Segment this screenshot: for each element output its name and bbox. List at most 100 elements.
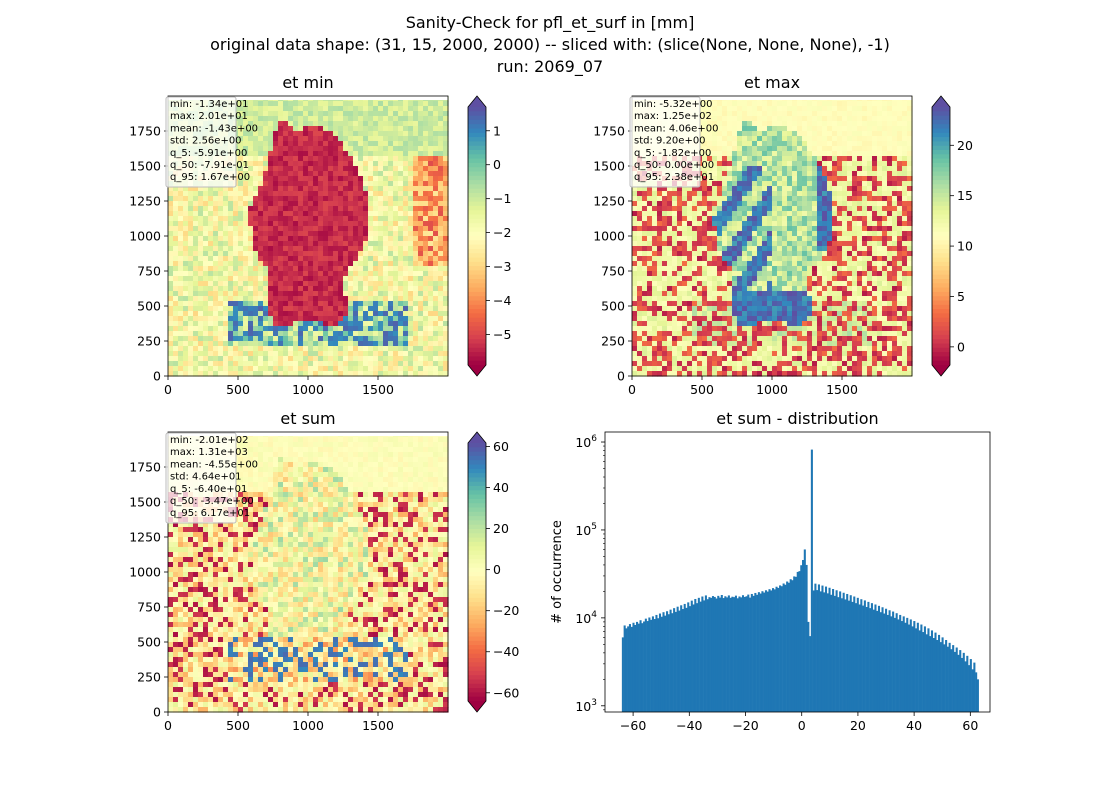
colorbar-segment [468,304,486,310]
histogram-bar [816,590,819,712]
x-tick-label: 40 [906,718,922,733]
histogram-bar [823,592,826,712]
colorbar-segment [932,300,950,306]
colorbar-tick-label: −5 [493,327,511,342]
histogram-bar [802,560,805,712]
colorbar-segment [468,554,486,560]
colorbar-segment [468,193,486,198]
histogram-bar [630,626,633,712]
histogram-bar [874,604,877,712]
histogram-bar [943,644,946,712]
histogram-bar [754,592,757,712]
colorbar-segment [468,231,486,237]
colorbar-segment [468,443,486,448]
colorbar-segment [468,167,486,173]
histogram-bar [945,640,948,712]
colorbar-segment [468,658,486,663]
colorbar-segment [468,602,486,607]
histogram-bar [749,597,752,712]
histogram-bar [733,597,736,712]
histogram-bar [902,616,905,712]
histogram-bar [706,599,709,712]
colorbar-segment [468,494,486,500]
histogram-bar [789,579,792,712]
histogram-bar [683,603,686,712]
histogram-bar [809,636,812,712]
colorbar-segment [468,218,486,224]
histogram-bar [662,612,665,712]
histogram-bar [918,630,921,712]
colorbar-segment [468,330,486,336]
histogram-bar [860,599,863,712]
histogram-bar [773,589,776,712]
histogram-bar [734,595,737,712]
histogram-bar [948,642,951,712]
map-field [168,432,449,713]
histogram-bar [941,637,944,712]
histogram-bar [690,600,693,712]
x-tick-label: 0 [628,382,636,397]
histogram-bar [840,598,843,712]
histogram-bar [895,613,898,712]
histogram-bar [759,593,762,712]
colorbar-segment [468,498,486,504]
colorbar-segment [468,175,486,181]
histogram-bar [648,617,651,712]
colorbar-segment [932,236,950,241]
y-tick-label: 106 [575,434,597,450]
histogram-bar [842,592,845,712]
colorbar-segment [932,360,950,366]
stats-line: q_5: -6.40e+01 [170,484,247,495]
histogram-bar [713,596,716,712]
stats-line: std: 4.64e+01 [170,472,242,483]
histogram-bar [667,614,670,712]
histogram-bar [807,621,810,712]
colorbar-tick-label: 20 [957,138,973,153]
histogram-bar [916,622,919,712]
histogram-bar [938,634,941,712]
histogram-bar [821,585,824,712]
histogram-bar [826,593,829,712]
histogram-bar [830,594,833,712]
colorbar-segment [468,615,486,620]
figure-suptitle-line1: Sanity-Check for pfl_et_surf in [mm] [405,13,695,32]
colorbar-segment [468,606,486,612]
colorbar-segment [932,334,950,340]
histogram-bar [708,597,711,712]
y-tick-label: 750 [601,264,625,279]
x-tick-label: 500 [690,382,714,397]
x-tick-label: 20 [850,718,866,733]
colorbar: 0 5 10 15 20 [931,95,973,377]
colorbar-segment [468,352,486,357]
colorbar-segment [932,154,950,160]
colorbar-segment [468,283,486,289]
colorbar-segment [932,111,950,117]
colorbar-segment [468,593,486,599]
histogram-bar [741,595,745,712]
colorbar-tick-label: −1 [493,191,511,206]
colorbar-segment [468,537,486,543]
histogram-bar [764,590,767,712]
y-tick-label: 1750 [593,124,625,139]
histogram-bar [736,598,739,712]
colorbar-segment [932,124,950,130]
colorbar-segment [932,188,950,194]
colorbar-segment [468,322,486,327]
histogram-bar [883,613,886,712]
colorbar-segment [468,128,486,134]
colorbar-segment [468,584,486,590]
stats-box-frame [165,432,237,524]
colorbar-segment [468,137,486,142]
colorbar-segment [468,533,486,539]
histogram-bar [621,637,624,712]
histogram-bar [657,618,660,712]
x-tick-label: −60 [620,718,646,733]
y-tick-label: 1500 [129,159,161,174]
histogram-bar [862,605,865,712]
histogram-bar [750,593,753,712]
colorbar-tick-label: −3 [493,259,511,274]
histogram-bar [923,626,926,712]
histogram-bar [851,601,854,712]
y-tick-label: 0 [617,369,625,384]
colorbar-segment [468,356,486,362]
